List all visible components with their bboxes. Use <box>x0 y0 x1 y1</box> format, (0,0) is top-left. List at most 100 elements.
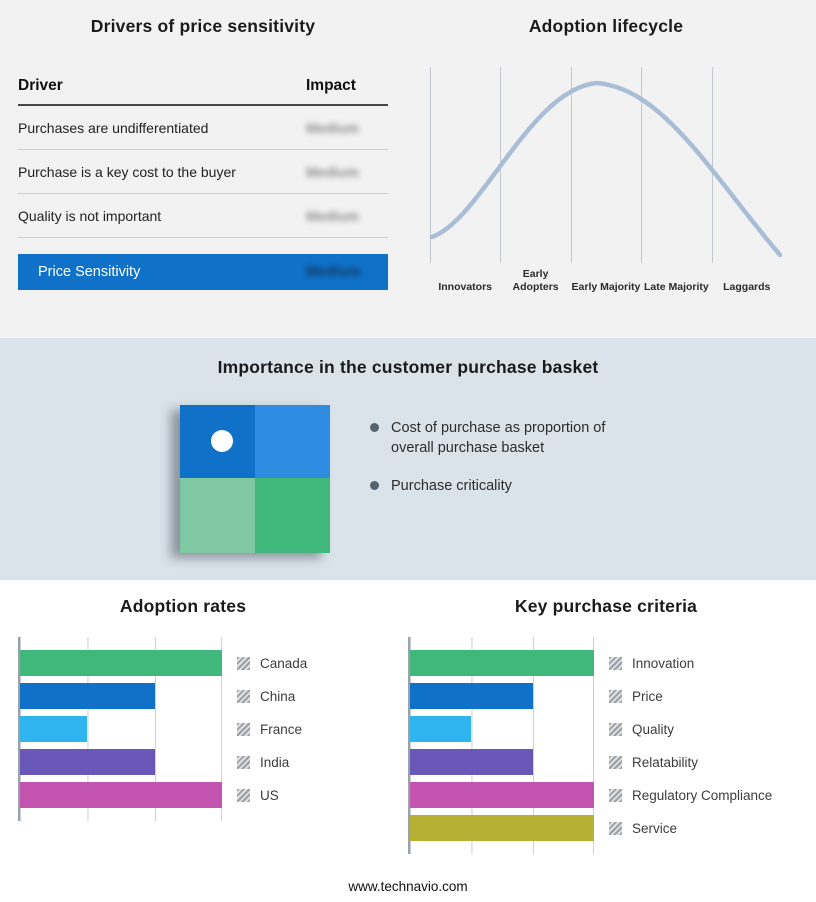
impact-value-redacted: Medium <box>306 207 359 224</box>
legend-item: Innovation <box>609 650 772 676</box>
bar-canada <box>20 650 222 676</box>
gridline <box>570 67 572 263</box>
adoption-rates-title: Adoption rates <box>119 596 247 616</box>
legend-item: Relatability <box>609 749 772 775</box>
legend-item: Price <box>609 683 772 709</box>
driver-row: Quality is not important Medium <box>18 194 388 238</box>
quadrant-cell-top-right <box>255 405 330 478</box>
bar-us <box>20 782 222 808</box>
bottom-section: Adoption rates Canada China France India US … <box>0 580 816 902</box>
driver-label: Purchase is a key cost to the buyer <box>18 163 236 180</box>
legend-item: Canada <box>237 650 307 676</box>
lifecycle-curve-area <box>429 67 783 263</box>
top-section: Drivers of price sensitivity Driver Impa… <box>0 0 816 338</box>
legend-item: Quality <box>609 716 772 742</box>
summary-label: Price Sensitivity <box>38 264 141 280</box>
impact-value-redacted: Medium <box>306 119 359 136</box>
legend-label: Canada <box>260 655 308 671</box>
legend-label: Quality <box>632 721 675 737</box>
bullet-item: Cost of purchase as proportion of overal… <box>370 418 670 458</box>
bullet-icon <box>370 423 379 432</box>
price-sensitivity-summary-row: Price Sensitivity Medium <box>18 254 388 290</box>
quadrant-marker-dot <box>211 430 233 452</box>
key-purchase-criteria-chart: Key purchase criteria Innovation Price Qua… <box>408 596 804 854</box>
gridline <box>711 67 713 263</box>
adoption-rates-chart: Adoption rates Canada China France India US <box>18 596 348 821</box>
bullet-icon <box>370 481 379 490</box>
bullet-item: Purchase criticality <box>370 476 670 496</box>
legend-item: India <box>237 749 307 775</box>
adoption-rates-legend: Canada China France India US <box>222 637 307 821</box>
legend-label: US <box>260 787 279 803</box>
key-purchase-criteria-title: Key purchase criteria <box>514 596 698 616</box>
legend-label: Innovation <box>632 655 695 671</box>
legend-item: Service <box>609 815 772 841</box>
driver-column-header: Driver <box>18 77 63 94</box>
purchase-basket-section: Importance in the customer purchase bask… <box>0 338 816 580</box>
bar-service <box>410 815 594 841</box>
legend-item: China <box>237 683 307 709</box>
lifecycle-panel-title: Adoption lifecycle <box>528 16 684 36</box>
legend-label: Price <box>632 688 663 704</box>
lifecycle-stage-label: Innovators <box>438 280 493 293</box>
purchase-basket-bullet-list: Cost of purchase as proportion of overal… <box>370 418 670 514</box>
legend-label: China <box>260 688 296 704</box>
legend-label: Regulatory Compliance <box>632 787 773 803</box>
impact-column-header: Impact <box>306 77 356 94</box>
legend-marker-icon <box>609 722 622 736</box>
legend-label: Service <box>632 820 678 836</box>
drivers-panel-title: Drivers of price sensitivity <box>90 16 316 36</box>
legend-label: India <box>260 754 290 770</box>
bar-relatability <box>410 749 534 775</box>
lifecycle-stage-label: Late Majority <box>643 280 709 293</box>
legend-item: Regulatory Compliance <box>609 782 772 808</box>
lifecycle-stage-label: Early Adopters <box>512 268 559 293</box>
driver-row: Purchases are undifferentiated Medium <box>18 106 388 150</box>
quadrant-cell-bottom-left <box>180 478 255 553</box>
key-purchase-criteria-plot <box>408 637 594 854</box>
legend-marker-icon <box>237 788 250 802</box>
driver-row: Purchase is a key cost to the buyer Medi… <box>18 150 388 194</box>
bar-price <box>410 683 534 709</box>
legend-marker-icon <box>609 689 622 703</box>
drivers-table-header: Driver Impact <box>18 77 388 106</box>
bullet-text: Cost of purchase as proportion of overal… <box>391 420 606 456</box>
legend-item: France <box>237 716 307 742</box>
bar-india <box>20 749 156 775</box>
gridline <box>641 67 643 263</box>
bar-china <box>20 683 156 709</box>
legend-marker-icon <box>237 722 250 736</box>
footer-link[interactable]: www.technavio.com <box>348 879 468 894</box>
legend-marker-icon <box>237 689 250 703</box>
bullet-text: Purchase criticality <box>391 478 512 494</box>
key-purchase-criteria-chart-row: Innovation Price Quality Relatability Regula… <box>408 637 804 854</box>
legend-marker-icon <box>609 821 622 835</box>
legend-marker-icon <box>237 656 250 670</box>
legend-label: France <box>260 721 303 737</box>
legend-label: Relatability <box>632 754 699 770</box>
key-purchase-criteria-legend: Innovation Price Quality Relatability Regula… <box>594 637 772 854</box>
bell-curve-icon <box>429 80 783 258</box>
driver-label: Purchases are undifferentiated <box>18 119 209 136</box>
legend-marker-icon <box>609 656 622 670</box>
lifecycle-stage-labels: Innovators Early Adopters Early Majority… <box>430 268 782 293</box>
adoption-lifecycle-panel: Adoption lifecycle Innovators Early Adop… <box>429 16 783 293</box>
summary-impact-redacted: Medium <box>306 264 361 280</box>
legend-item: US <box>237 782 307 808</box>
adoption-rates-plot <box>18 637 222 821</box>
bar-france <box>20 716 87 742</box>
quadrant-cell-bottom-right <box>255 478 330 553</box>
impact-value-redacted: Medium <box>306 163 359 180</box>
lifecycle-stage-label: Early Majority <box>571 280 641 293</box>
bar-quality <box>410 716 471 742</box>
gridline <box>430 67 431 263</box>
legend-marker-icon <box>609 788 622 802</box>
legend-marker-icon <box>609 755 622 769</box>
adoption-rates-chart-row: Canada China France India US <box>18 637 348 821</box>
bar-innovation <box>410 650 594 676</box>
price-sensitivity-drivers-panel: Drivers of price sensitivity Driver Impa… <box>18 16 388 290</box>
bar-regulatory-compliance <box>410 782 594 808</box>
purchase-basket-quadrant <box>180 405 330 553</box>
driver-label: Quality is not important <box>18 207 162 224</box>
